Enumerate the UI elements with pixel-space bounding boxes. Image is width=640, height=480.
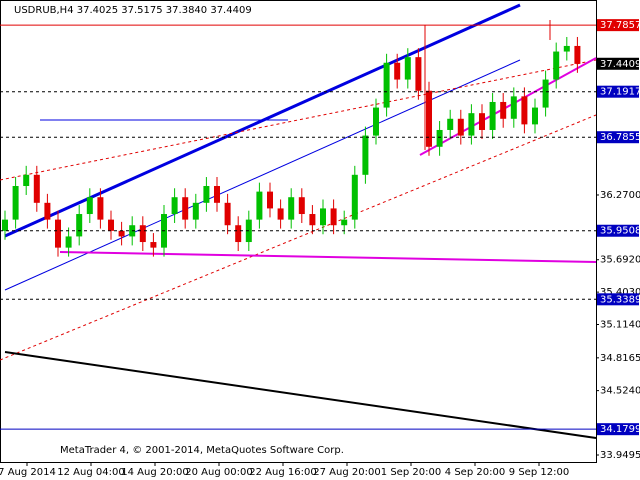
candle-body — [479, 113, 485, 130]
candle-body — [320, 208, 326, 226]
candle-body — [415, 57, 422, 91]
candle-body — [436, 129, 443, 147]
candle-body — [373, 107, 379, 136]
candle-body — [542, 79, 549, 108]
price-label: 34.1799 — [600, 424, 640, 435]
candle-body — [171, 197, 178, 215]
price-label: 36.7855 — [600, 132, 640, 143]
candle-body — [23, 174, 30, 187]
candle-body — [203, 186, 210, 203]
candle-body — [426, 90, 432, 147]
candle-body — [55, 219, 61, 248]
candle-body — [12, 186, 19, 220]
x-tick-label: 14 Aug 20:00 — [121, 467, 188, 478]
candle-body — [383, 62, 390, 108]
candle-body — [553, 51, 560, 80]
candle-body — [76, 214, 83, 237]
y-tick-label: 36.2700 — [600, 190, 640, 201]
candle-body — [108, 219, 114, 231]
candle-body — [192, 202, 199, 220]
price-label-box — [597, 19, 639, 32]
candle-body — [468, 113, 475, 136]
x-tick-label: 9 Sep 12:00 — [509, 467, 569, 478]
candle-body — [214, 186, 220, 203]
y-tick-label: 34.8165 — [600, 353, 640, 364]
candle-body — [309, 214, 316, 226]
candle-body — [362, 135, 369, 175]
price-label: 37.1917 — [600, 87, 640, 98]
candle-body — [394, 62, 401, 80]
candle-body — [65, 236, 72, 248]
price-label-box — [597, 423, 639, 436]
candle-body — [298, 197, 305, 215]
candle-body — [351, 174, 358, 220]
candle-body — [150, 242, 157, 248]
candle-body — [489, 101, 496, 130]
y-tick-label: 35.4030 — [600, 287, 640, 298]
candle-body — [510, 96, 517, 119]
plot-frame — [0, 0, 597, 463]
x-tick-label: 20 Aug 00:00 — [185, 467, 252, 478]
candle-body — [532, 107, 538, 125]
chart-title: USDRUB,H4 37.4025 37.5175 37.3840 37.440… — [14, 5, 252, 16]
candle-body — [447, 118, 454, 130]
price-label-box — [597, 85, 639, 98]
footer: MetaTrader 4, © 2001-2014, MetaQuotes So… — [60, 445, 344, 456]
x-tick-label: 1 Sep 20:00 — [381, 467, 441, 478]
candle-body — [267, 191, 273, 209]
y-tick-label: 35.6920 — [600, 255, 640, 266]
drawing-objects — [0, 3, 597, 439]
x-tick-label: 4 Sep 20:00 — [445, 467, 505, 478]
candle-body — [118, 230, 125, 237]
price-label: 35.3389 — [600, 294, 640, 305]
candle-body — [44, 202, 51, 220]
price-label: 37.7857 — [600, 20, 640, 31]
candle-body — [2, 219, 8, 231]
candle-body — [330, 208, 337, 226]
y-tick-label: 34.5240 — [600, 386, 640, 397]
candle-body — [288, 197, 295, 220]
candle-body — [139, 225, 146, 243]
y-tick-label: 35.1140 — [600, 320, 640, 331]
candle-body — [574, 45, 581, 64]
candle-body — [86, 197, 93, 215]
x-tick-label: 27 Aug 20:00 — [313, 467, 380, 478]
price-label-box — [597, 224, 639, 237]
x-tick-label: 7 Aug 2014 — [0, 467, 56, 478]
candle-body — [235, 225, 242, 243]
x-tick-label: 22 Aug 16:00 — [249, 467, 316, 478]
price-label-box — [597, 293, 639, 306]
price-label-box — [597, 131, 639, 144]
candle-body — [404, 57, 411, 80]
candle-body — [182, 197, 189, 220]
candle-body — [521, 96, 528, 125]
candle-body — [277, 208, 284, 220]
price-label-box — [597, 57, 639, 70]
candle-body — [457, 118, 464, 136]
candle-body — [97, 197, 104, 220]
price-label: 37.4409 — [600, 59, 640, 70]
candle-body — [500, 101, 507, 119]
candle-body — [341, 219, 348, 226]
y-tick-label: 33.9495 — [600, 450, 640, 461]
x-tick-label: 12 Aug 04:00 — [57, 467, 124, 478]
candle-body — [563, 45, 570, 52]
price-label: 35.9508 — [600, 226, 640, 237]
candle-body — [224, 202, 231, 226]
candle-body — [33, 174, 40, 203]
candle-body — [256, 191, 263, 220]
